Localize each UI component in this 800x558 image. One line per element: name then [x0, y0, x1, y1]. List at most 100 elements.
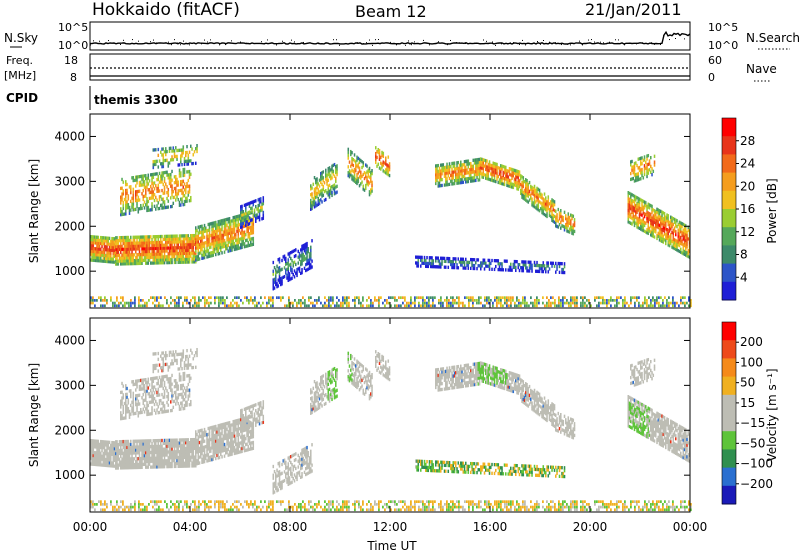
power-cell	[586, 299, 588, 302]
power-cell	[330, 299, 332, 302]
power-cell	[124, 304, 126, 307]
power-cell	[148, 262, 150, 265]
power-cell	[383, 152, 385, 155]
power-cell	[384, 304, 386, 307]
power-cell	[371, 181, 373, 184]
power-cell	[643, 176, 645, 179]
power-cell	[311, 265, 313, 268]
power-cell	[449, 257, 451, 260]
power-cell	[562, 302, 564, 305]
power-cell	[378, 304, 380, 307]
power-cell	[106, 302, 108, 305]
power-cell	[410, 304, 412, 307]
power-cell	[548, 302, 550, 305]
velocity-cell	[164, 465, 166, 468]
power-cell	[455, 257, 457, 260]
power-cell	[236, 302, 238, 305]
power-cell	[98, 296, 100, 299]
search-noise-dot	[210, 39, 211, 40]
power-cell	[342, 304, 344, 307]
power-cell	[624, 302, 626, 305]
search-noise-dot	[606, 43, 607, 44]
search-noise-dot	[486, 41, 487, 42]
search-noise-dot	[591, 39, 592, 40]
power-cell	[441, 172, 443, 175]
power-cell	[492, 302, 494, 305]
sky-panel: N.Sky 10^5 10^0 10^5 10^0 N.Search	[4, 21, 800, 52]
power-cell	[428, 302, 430, 305]
velocity-cell	[134, 457, 136, 460]
power-cell	[174, 299, 176, 302]
power-cell	[342, 296, 344, 299]
power-cell	[398, 304, 400, 307]
power-cell	[570, 304, 572, 307]
power-cell	[664, 296, 666, 299]
power-cell	[342, 302, 344, 305]
search-noise-dot	[363, 43, 364, 44]
power-cell	[209, 228, 211, 231]
power-cell	[263, 199, 265, 202]
search-noise-dot	[495, 45, 496, 46]
power-cell	[151, 202, 153, 205]
power-cell	[648, 223, 650, 226]
power-cell	[154, 304, 156, 307]
power-cell	[544, 304, 546, 307]
power-cell	[654, 302, 656, 305]
power-cell	[440, 299, 442, 302]
power-cell	[491, 259, 493, 262]
power-cell	[158, 165, 160, 168]
power-cell	[445, 260, 447, 263]
power-cell	[312, 302, 314, 305]
power-cell	[370, 177, 372, 180]
power-cell	[632, 296, 634, 299]
power-cell	[259, 212, 261, 215]
power-cell	[530, 261, 532, 264]
power-cell	[104, 299, 106, 302]
power-cell	[656, 302, 658, 305]
power-cell	[422, 296, 424, 299]
power-cell	[263, 214, 265, 217]
power-cell	[204, 299, 206, 302]
search-noise-dot	[282, 41, 283, 42]
power-cell	[536, 261, 538, 264]
sky-label: N.Sky	[4, 31, 38, 45]
power-cell	[146, 302, 148, 305]
power-cell	[470, 296, 472, 299]
power-cell	[494, 299, 496, 302]
power-cell	[448, 304, 450, 307]
power-cell	[472, 304, 474, 307]
power-cell	[149, 259, 151, 262]
power-cell	[94, 299, 96, 302]
power-cell	[134, 299, 136, 302]
power-cell	[342, 299, 344, 302]
power-cell	[238, 304, 240, 307]
power-cell	[598, 304, 600, 307]
power-cell	[144, 206, 146, 209]
power-cell	[331, 191, 333, 194]
nave-tick-top: 60	[708, 54, 722, 67]
power-cell	[432, 302, 434, 305]
power-cell	[371, 187, 373, 190]
power-cell	[471, 261, 473, 264]
power-cell	[538, 299, 540, 302]
power-cell	[685, 227, 687, 230]
power-cell	[222, 296, 224, 299]
power-cell	[644, 302, 646, 305]
search-noise-dot	[438, 41, 439, 42]
power-cell	[402, 302, 404, 305]
power-cell	[574, 299, 576, 302]
power-cell	[408, 302, 410, 305]
power-cell	[675, 233, 677, 236]
power-cell	[388, 155, 390, 158]
power-cell	[624, 304, 626, 307]
power-cell	[372, 302, 374, 305]
power-cell	[310, 249, 312, 252]
power-cell	[470, 267, 472, 270]
search-noise-dot	[615, 39, 616, 40]
power-cell	[665, 224, 667, 227]
power-cell	[396, 304, 398, 307]
power-cell	[128, 197, 130, 200]
power-cell	[254, 304, 256, 307]
power-cell	[418, 261, 420, 264]
